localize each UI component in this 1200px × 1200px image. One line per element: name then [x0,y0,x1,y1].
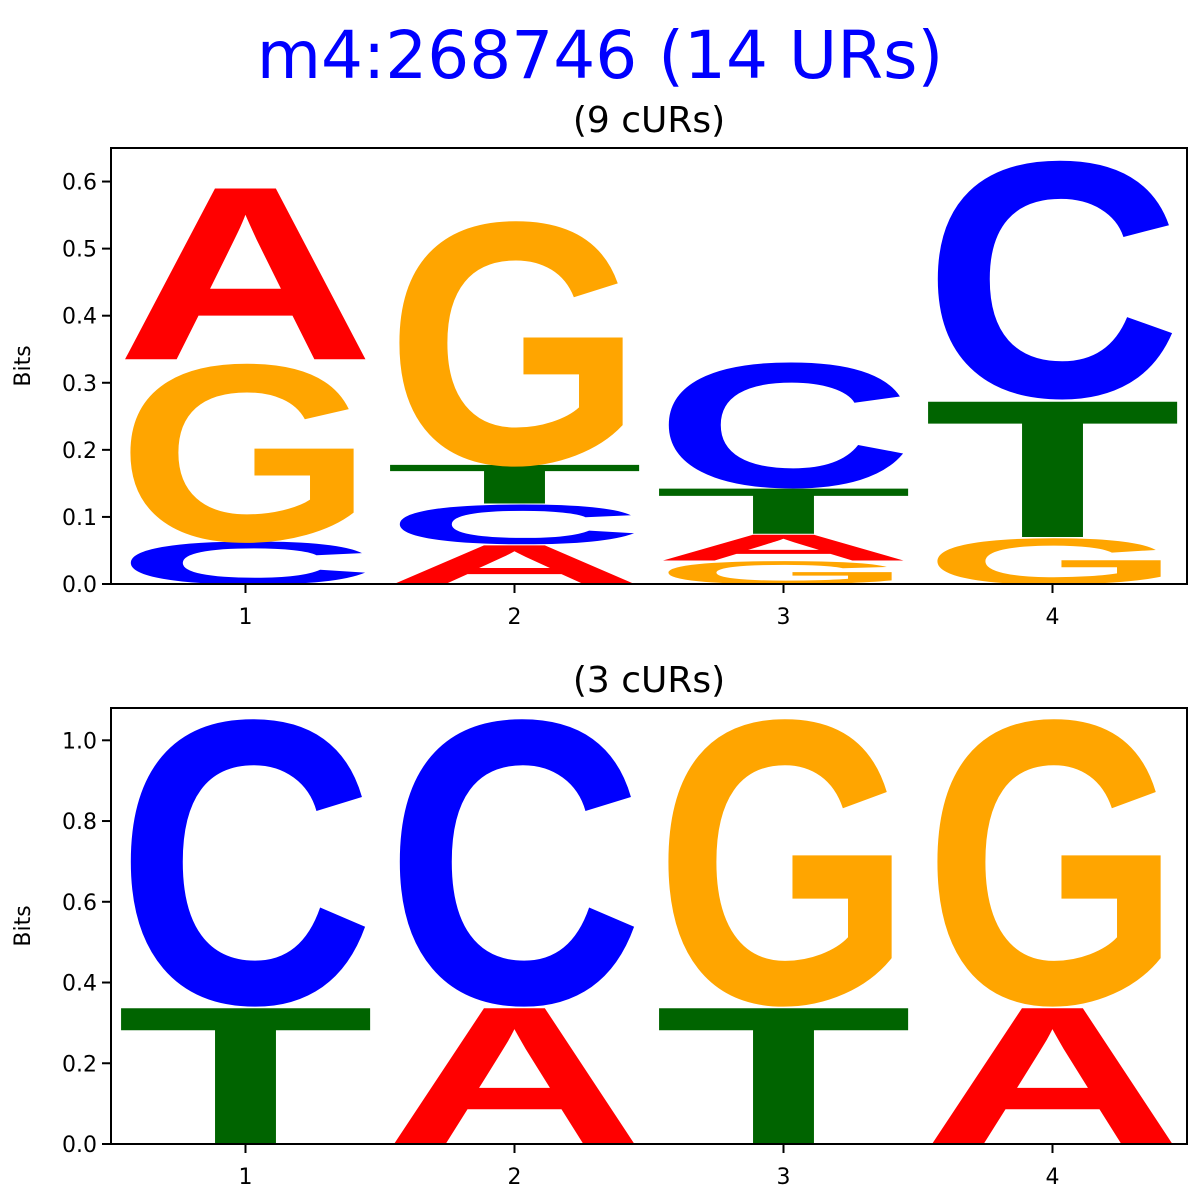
x-tick-label: 3 [777,1165,791,1190]
logo-letter-t-pos3: T [654,475,912,548]
logo-letter-t-pos4: T [923,359,1181,579]
x-tick-label: 1 [239,1165,253,1190]
y-tick-label: 0.8 [62,810,97,835]
y-tick-label: 0.0 [62,1133,97,1158]
panel-title: (9 cURs) [573,100,725,141]
y-axis-label: Bits [11,905,36,946]
y-tick-label: 1.0 [62,729,97,754]
axis-ticks: 0.0 0.1 0.2 0.3 0.4 0.5 0.6 1 2 3 4 [62,171,1060,630]
logo-letter-g-pos4: G [924,637,1181,1090]
y-tick-label: 0.2 [62,1052,97,1077]
y-tick-label: 0.6 [62,171,97,196]
y-tick-label: 0.4 [62,305,97,330]
x-tick-label: 3 [777,605,791,630]
y-tick-label: 0.5 [62,238,97,263]
y-tick-label: 0.3 [62,372,97,397]
y-axis-label: Bits [11,345,36,386]
panel-title: (3 cURs) [573,660,725,701]
logo-panel-3-curs: (3 cURs) Bits TC AC TG AG 0.0 0.2 0.4 0.6 0.8 1.… [11,636,1188,1190]
logo-letter-g-pos3: G [655,637,912,1090]
x-tick-label: 4 [1046,605,1060,630]
x-tick-label: 2 [508,1165,522,1190]
y-tick-label: 0.0 [62,573,97,598]
y-tick-label: 0.6 [62,891,97,916]
y-tick-label: 0.2 [62,439,97,464]
logo-letter-c-pos2: C [385,636,644,1090]
axis-ticks: 0.0 0.2 0.4 0.6 0.8 1.0 1 2 3 4 [62,729,1060,1190]
logo-letter-c-pos1: C [116,636,375,1090]
logo-letter-a-pos1: A [116,135,375,412]
logo-letter-t-pos2: T [385,453,643,516]
main-title: m4:268746 (14 URs) [257,17,943,94]
logo-letter-a-pos3: A [654,527,913,569]
y-tick-label: 0.1 [62,506,97,531]
x-tick-label: 4 [1046,1165,1060,1190]
plot-frame [110,147,1188,585]
x-tick-label: 1 [239,605,253,630]
logo-letter-g-pos2: G [386,149,643,537]
logo-letter-g-pos1: G [117,312,374,595]
plot-frame [110,707,1188,1145]
y-tick-label: 0.4 [62,972,97,997]
x-tick-label: 2 [508,605,522,630]
logo-marks: TC AC TG AG [116,636,1182,1186]
logo-letter-c-pos2: C [385,493,644,556]
logo-letter-c-pos4: C [923,91,1182,468]
logo-letter-c-pos3: C [654,326,913,525]
